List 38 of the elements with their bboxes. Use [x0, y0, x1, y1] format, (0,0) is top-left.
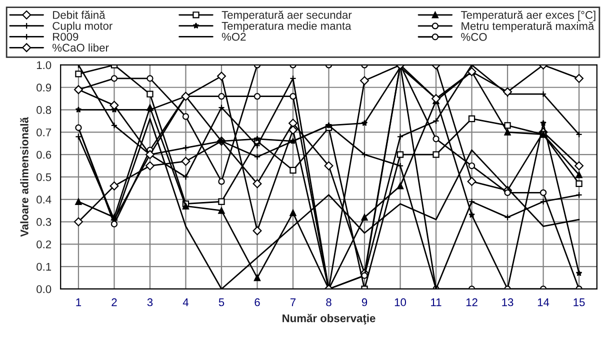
y-tick-label: 0.0: [36, 285, 52, 294]
legend-label: %O2: [222, 32, 246, 41]
y-tick-label: 0.8: [36, 106, 52, 114]
x-tick-label: 6: [254, 298, 260, 306]
legend-label: Metru temperatură maximă: [462, 22, 594, 32]
x-tick-label: 1: [76, 298, 82, 306]
x-tick-label: 3: [147, 298, 153, 306]
x-tick-label: 2: [112, 298, 117, 306]
y-tick-label: 0.5: [36, 173, 52, 182]
y-tick-label: 0.4: [36, 196, 52, 204]
legend-label: Temperatura medie manta: [222, 22, 352, 32]
x-tick-label: 9: [362, 298, 368, 306]
x-tick-label: 5: [218, 298, 224, 306]
y-tick-label: 0.7: [36, 128, 52, 136]
legend-label: R009: [53, 32, 78, 41]
x-tick-label: 11: [431, 298, 442, 306]
x-tick-label: 15: [574, 298, 585, 306]
legend-label: Temperatură aer exces [°C]: [460, 10, 596, 22]
x-tick-label: 13: [502, 298, 514, 306]
x-tick-label: 7: [290, 298, 296, 306]
x-tick-label: 8: [326, 298, 332, 306]
legend-label: %CO: [461, 33, 487, 41]
y-axis-title: Valoare adimensională: [20, 117, 28, 237]
y-tick-label: 0.6: [36, 150, 52, 159]
y-tick-label: 1.0: [36, 61, 52, 70]
x-axis-title: Număr observaţie: [282, 314, 376, 324]
x-tick-label: 14: [538, 298, 550, 306]
x-tick-label: 4: [182, 298, 189, 306]
legend-label: Temperatură aer secundar: [222, 10, 352, 22]
y-tick-label: 0.9: [36, 84, 52, 92]
legend-label: Debit făină: [53, 10, 106, 19]
x-tick-label: 12: [466, 298, 478, 306]
y-tick-label: 0.3: [36, 218, 52, 226]
y-tick-label: 0.2: [36, 240, 52, 248]
x-tick-label: 10: [394, 298, 406, 306]
y-tick-label: 0.1: [36, 262, 52, 271]
legend-label: %CaO liber: [52, 43, 109, 52]
legend-label: Cuplu motor: [52, 22, 112, 32]
